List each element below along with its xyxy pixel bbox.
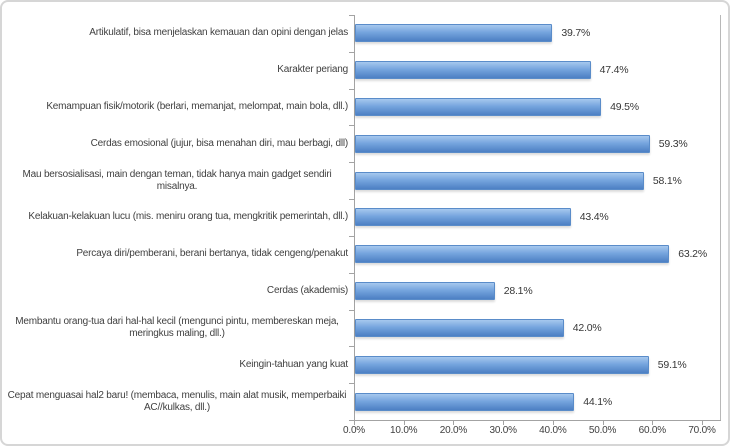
chart-row: Cepat menguasai hal2 baru! (membaca, men… [2,383,728,420]
value-label: 59.3% [658,137,688,150]
x-axis-tick [503,421,505,425]
y-axis-tick [349,51,354,53]
y-axis-line [354,15,355,421]
value-label: 42.0% [572,321,602,334]
chart-row: Cerdas (akademis) 28.1% [2,273,728,310]
category-label-text: Cerdas emosional (jujur, bisa menahan di… [90,137,349,149]
data-bar [355,61,591,80]
category-label-text: Keingin-tahuan yang kuat [239,358,348,370]
category-label-text: Cerdas (akademis) [266,285,348,297]
value-label: 58.1% [652,174,682,187]
chart-row: Membantu orang-tua dari hal-hal kecil (m… [2,310,728,347]
y-axis-tick [349,199,354,201]
data-bar [355,245,670,264]
category-label-text: Cepat menguasai hal2 baru! (membaca, men… [7,389,347,413]
x-axis-tick-label: 10.0% [390,425,418,436]
x-axis-tick [453,421,455,425]
category-label: Membantu orang-tua dari hal-hal kecil (m… [6,310,348,347]
category-label: Cerdas (akademis) [6,273,348,310]
category-label-text: Kemampuan fisik/motorik (berlari, memanj… [46,101,348,113]
y-axis-tick [349,235,354,237]
category-label: Artikulatif, bisa menjelaskan kemauan da… [6,15,348,52]
chart-row: Cerdas emosional (jujur, bisa menahan di… [2,125,728,162]
category-label: Cepat menguasai hal2 baru! (membaca, men… [6,383,348,420]
x-axis-tick-label: 70.0% [688,425,716,436]
chart-row: Mau bersosialisasi, main dengan teman, t… [2,162,728,199]
value-label: 63.2% [678,248,707,261]
category-label-text: Kelakuan-kelakuan lucu (mis. meniru oran… [28,211,348,223]
data-bar [355,282,495,301]
y-axis-tick [349,88,354,90]
plot-right-border [720,15,721,420]
x-axis-tick-label: 20.0% [439,425,468,436]
chart-row: Kelakuan-kelakuan lucu (mis. meniru oran… [2,199,728,236]
data-bar [355,392,575,411]
category-label-text: Karakter periang [277,64,348,76]
data-bar [355,171,644,190]
x-axis-tick-label: 0.0% [343,425,365,436]
category-label: Keingin-tahuan yang kuat [6,346,348,383]
category-label-text: Percaya diri/pemberani, berani bertanya,… [76,248,348,260]
data-bar [355,98,602,117]
chart-row: Kemampuan fisik/motorik (berlari, memanj… [2,89,728,126]
chart-row: Keingin-tahuan yang kuat 59.1% [2,346,728,383]
chart-row: Karakter periang 47.4% [2,52,728,89]
x-axis-tick-label: 40.0% [539,425,567,436]
y-axis-tick [349,383,354,385]
value-label: 28.1% [503,285,533,298]
y-axis-tick [349,125,354,127]
y-axis-tick [349,346,354,348]
x-axis-tick-label: 30.0% [489,425,517,436]
category-label: Kelakuan-kelakuan lucu (mis. meniru oran… [6,199,348,236]
x-axis-tick-label: 60.0% [638,425,667,436]
x-axis-tick [652,421,654,425]
category-label: Percaya diri/pemberani, berani bertanya,… [6,236,348,273]
chart-row: Percaya diri/pemberani, berani bertanya,… [2,236,728,273]
x-axis-line [354,420,721,421]
value-label: 44.1% [583,395,613,408]
data-bar [355,134,650,153]
data-bar [355,355,649,374]
category-label: Mau bersosialisasi, main dengan teman, t… [6,162,348,199]
category-label-text: Artikulatif, bisa menjelaskan kemauan da… [89,27,348,39]
x-axis-tick [552,421,554,425]
data-bar [355,318,564,337]
x-axis-tick [602,421,604,425]
value-label: 47.4% [599,64,629,77]
data-bar [355,208,571,227]
x-axis-tick [403,421,405,425]
value-label: 49.5% [610,101,639,114]
x-axis-tick [354,421,355,425]
y-axis-tick [349,309,354,311]
category-label: Cerdas emosional (jujur, bisa menahan di… [6,125,349,162]
y-axis-tick [349,272,354,274]
y-axis-tick [349,15,354,16]
x-axis-tick-label: 50.0% [588,425,617,436]
y-axis-tick [349,162,354,164]
data-bar [355,24,553,43]
value-label: 43.4% [579,211,609,224]
x-axis-tick [702,421,703,425]
category-label: Karakter periang [6,52,348,89]
value-label: 59.1% [657,358,687,371]
value-label: 39.7% [561,27,591,40]
category-label-text: Mau bersosialisasi, main dengan teman, t… [22,168,332,192]
category-label: Kemampuan fisik/motorik (berlari, memanj… [6,89,348,126]
y-axis-tick [349,420,354,421]
chart-row: Artikulatif, bisa menjelaskan kemauan da… [2,15,728,52]
category-label-text: Membantu orang-tua dari hal-hal kecil (m… [15,315,339,339]
